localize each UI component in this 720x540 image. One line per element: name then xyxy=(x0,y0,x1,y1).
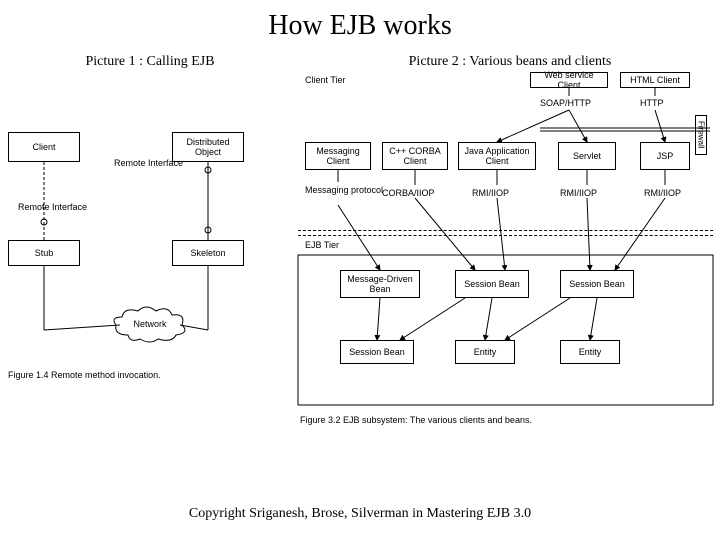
stub-box: Stub xyxy=(8,240,80,266)
tier-divider-1 xyxy=(298,230,713,231)
entity-box-2: Entity xyxy=(560,340,620,364)
corba-label: CORBA/IIOP xyxy=(382,188,435,198)
rmi-label-3: RMI/IIOP xyxy=(644,188,681,198)
soap-label: SOAP/HTTP xyxy=(540,98,591,108)
cpp-corba-client-box: C++ CORBA Client xyxy=(382,142,448,170)
diagram-area: Client Distributed Object Stub Skeleton … xyxy=(0,70,720,460)
jsp-box: JSP xyxy=(640,142,690,170)
tier-divider-2 xyxy=(298,235,713,236)
java-app-client-box: Java Application Client xyxy=(458,142,536,170)
html-client-box: HTML Client xyxy=(620,72,690,88)
message-driven-bean-box: Message-Driven Bean xyxy=(340,270,420,298)
remote-interface-label-2: Remote Interface xyxy=(18,202,87,212)
web-service-client-box: Web service Client xyxy=(530,72,608,88)
entity-box-1: Entity xyxy=(455,340,515,364)
http-label: HTTP xyxy=(640,98,664,108)
session-bean-box-1: Session Bean xyxy=(455,270,529,298)
page-title: How EJB works xyxy=(0,0,720,42)
servlet-box: Servlet xyxy=(558,142,616,170)
rmi-label-2: RMI/IIOP xyxy=(560,188,597,198)
rmi-label-1: RMI/IIOP xyxy=(472,188,509,198)
skeleton-box: Skeleton xyxy=(172,240,244,266)
messaging-client-box: Messaging Client xyxy=(305,142,371,170)
caption-row: Picture 1 : Calling EJB Picture 2 : Vari… xyxy=(0,54,720,70)
messaging-protocol-label: Messaging protocol xyxy=(305,185,383,195)
client-box: Client xyxy=(8,132,80,162)
network-label: Network xyxy=(110,319,190,329)
caption-1: Picture 1 : Calling EJB xyxy=(0,54,300,70)
connector-overlay xyxy=(0,70,720,460)
network-cloud: Network xyxy=(110,305,190,345)
ejb-tier-label: EJB Tier xyxy=(305,240,339,250)
caption-2: Picture 2 : Various beans and clients xyxy=(300,54,720,70)
remote-interface-label-1: Remote Interface xyxy=(114,158,183,168)
figure-2-caption: Figure 3.2 EJB subsystem: The various cl… xyxy=(300,415,532,425)
client-tier-label: Client Tier xyxy=(305,75,346,85)
session-bean-box-3: Session Bean xyxy=(340,340,414,364)
session-bean-box-2: Session Bean xyxy=(560,270,634,298)
firewall-box: Firewall xyxy=(695,115,707,155)
copyright-text: Copyright Sriganesh, Brose, Silverman in… xyxy=(0,506,720,522)
figure-1-caption: Figure 1.4 Remote method invocation. xyxy=(8,370,161,380)
